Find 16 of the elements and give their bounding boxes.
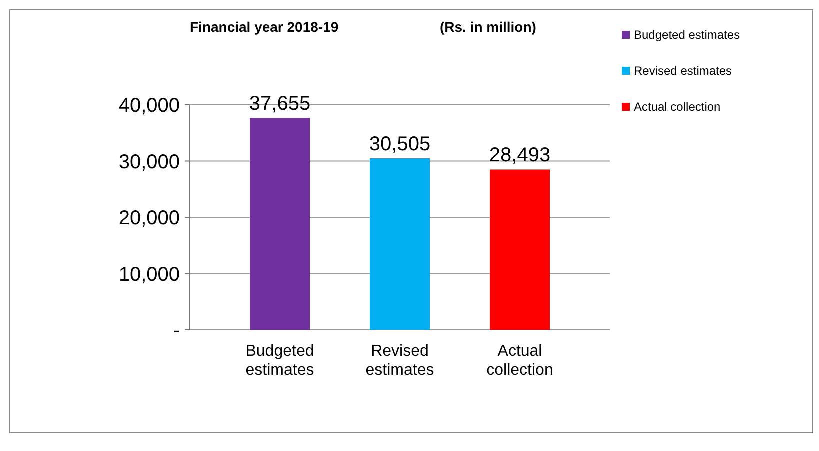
x-tick-label: Actual collection: [486, 343, 554, 380]
y-tick-label: 40,000: [118, 95, 180, 117]
y-tick-label: -: [173, 320, 180, 342]
y-tick-label: 20,000: [118, 208, 180, 230]
x-tick-label: Revised estimates: [366, 343, 434, 380]
chart-subtitle: (Rs. in million): [440, 19, 536, 35]
legend-label: Budgeted estimates: [634, 28, 740, 42]
legend-label: Revised estimates: [634, 64, 732, 78]
data-label: 37,655: [249, 93, 311, 116]
y-tick-label: 30,000: [118, 151, 180, 174]
x-tick-label: Budgeted estimates: [246, 343, 314, 380]
legend-label: Actual collection: [634, 100, 721, 114]
chart-title: Financial year 2018-19: [190, 19, 339, 35]
data-label: 30,505: [369, 133, 431, 156]
data-label: 28,493: [489, 144, 551, 167]
y-tick-label: 10,000: [118, 264, 180, 286]
